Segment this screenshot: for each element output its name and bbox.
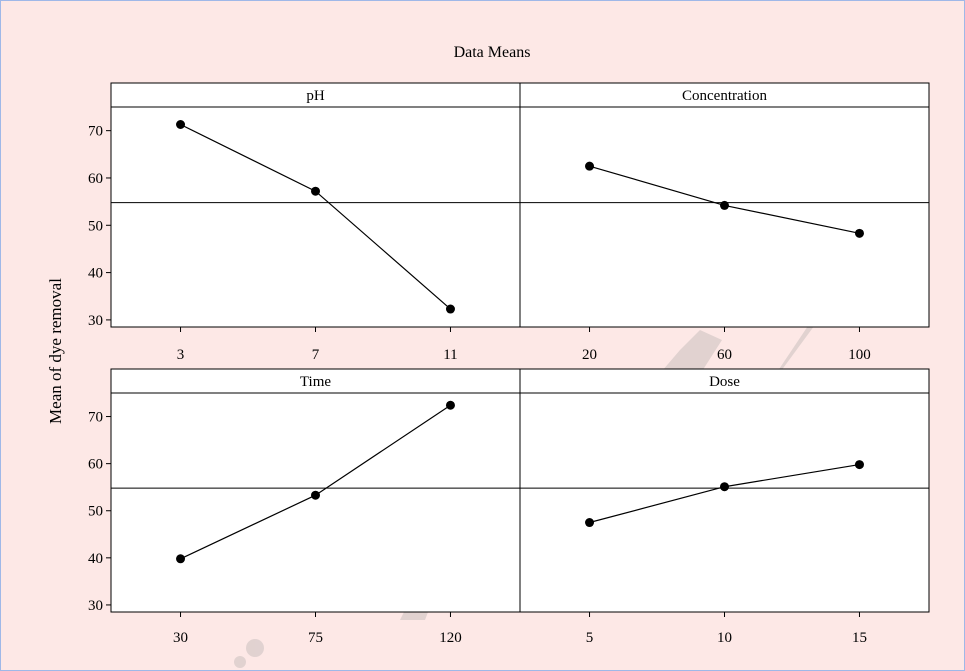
data-point xyxy=(445,304,455,314)
y-tick-label: 50 xyxy=(88,504,103,520)
data-point xyxy=(176,120,186,130)
data-point xyxy=(311,186,320,196)
x-tick-label: 120 xyxy=(439,630,462,646)
y-tick-label: 30 xyxy=(88,313,103,329)
panel-title: Concentration xyxy=(682,88,767,104)
panel-frame-time xyxy=(110,368,521,613)
panel-time: Time 30 40 50 60 70 30 75 120 xyxy=(88,368,521,646)
x-tick-label: 75 xyxy=(308,630,323,646)
y-tick-label: 60 xyxy=(88,457,103,473)
x-tick-label: 10 xyxy=(717,630,732,646)
data-point xyxy=(445,400,455,410)
panel-title: Time xyxy=(300,374,331,390)
panels-group: pH 30 40 50 60 70 3 7 11 Concentration 20 60 100 Time… xyxy=(88,82,930,646)
data-point xyxy=(585,161,595,171)
y-tick-label: 50 xyxy=(88,218,103,234)
x-tick-label: 30 xyxy=(173,630,188,646)
y-tick-label: 60 xyxy=(88,171,103,187)
chart-title: Data Means xyxy=(454,44,531,61)
panel-dose: Dose 5 10 15 xyxy=(519,368,930,646)
x-tick-label: 11 xyxy=(443,347,457,363)
x-tick-label: 60 xyxy=(717,347,732,363)
data-point xyxy=(585,518,595,528)
panel-ph: pH 30 40 50 60 70 3 7 11 xyxy=(88,82,521,363)
data-point xyxy=(854,460,864,470)
panel-title: Dose xyxy=(709,374,740,390)
data-point xyxy=(176,554,186,564)
y-axis-label: Mean of dye removal xyxy=(46,278,65,424)
x-tick-label: 100 xyxy=(848,347,871,363)
data-point xyxy=(720,200,729,210)
x-tick-label: 7 xyxy=(312,347,320,363)
panel-frame-ph xyxy=(110,82,521,328)
x-tick-label: 3 xyxy=(177,347,185,363)
data-point xyxy=(720,482,729,492)
panel-title: pH xyxy=(306,88,325,104)
x-tick-label: 20 xyxy=(582,347,597,363)
y-tick-label: 40 xyxy=(88,266,103,282)
x-tick-label: 5 xyxy=(586,630,594,646)
y-tick-label: 40 xyxy=(88,551,103,567)
x-tick-label: 15 xyxy=(852,630,867,646)
data-point xyxy=(854,228,864,238)
panel-concentration: Concentration 20 60 100 xyxy=(519,82,930,363)
y-tick-label: 30 xyxy=(88,598,103,614)
y-tick-label: 70 xyxy=(88,410,103,426)
data-point xyxy=(311,490,320,500)
y-tick-label: 70 xyxy=(88,124,103,140)
